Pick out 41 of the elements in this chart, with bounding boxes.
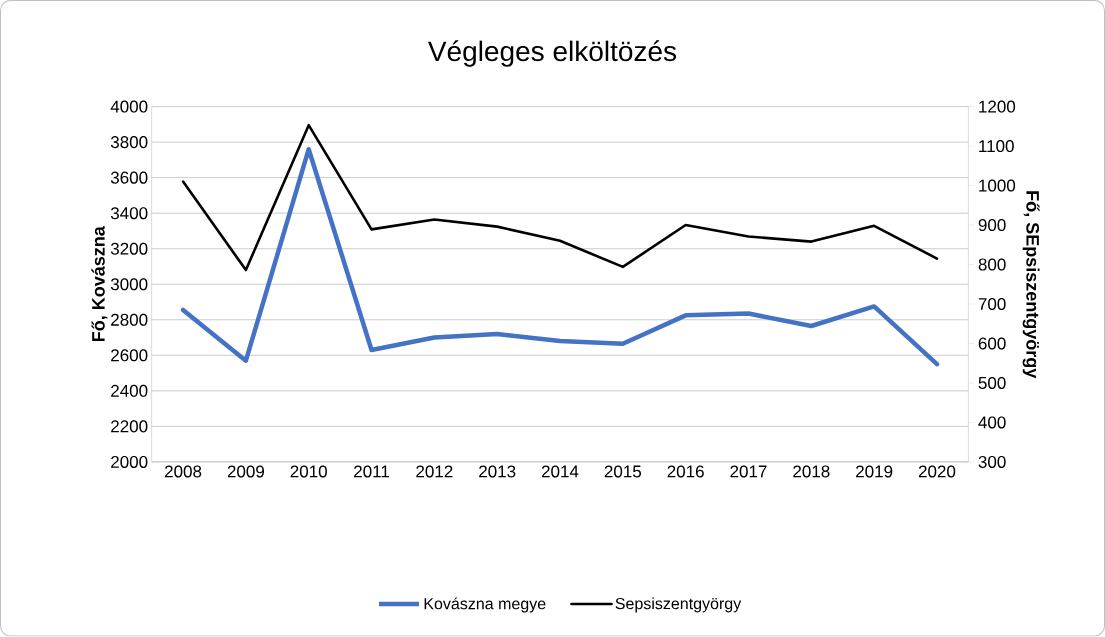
y2-tick-label: 1200 (979, 100, 1016, 113)
y2-tick-label: 500 (978, 377, 1006, 390)
x-tick-label: 2018 (793, 465, 830, 478)
chart-title: Végleges elköltözés (427, 40, 677, 67)
y-tick-label: 3600 (110, 171, 148, 184)
y-tick-label: 2200 (111, 420, 148, 433)
line-series (180, 147, 940, 367)
line-series (181, 124, 939, 272)
y-tick-label: 3200 (110, 242, 148, 255)
x-tick-label: 2011 (354, 465, 389, 478)
legend-label: Sepsiszentgyörgy (615, 597, 742, 613)
x-tick-label: 2013 (479, 465, 516, 478)
y2-tick-label: 1000 (979, 179, 1016, 192)
y2-tick-label: 600 (978, 337, 1006, 350)
y-tick-label: 2400 (111, 385, 148, 398)
y-tick-label: 4000 (110, 100, 148, 113)
y-tick-label: 2600 (111, 349, 148, 362)
x-tick-label: 2017 (730, 465, 767, 478)
x-tick-label: 2009 (227, 465, 264, 478)
y-tick-label: 2800 (111, 313, 148, 327)
y-tick-label: 3800 (110, 136, 148, 149)
y2-tick-label: 700 (978, 298, 1006, 311)
legend-label: Kovászna megye (424, 597, 546, 613)
x-tick-label: 2015 (604, 465, 642, 478)
x-tick-label: 2012 (416, 465, 453, 478)
y2-tick-label: 800 (978, 258, 1006, 271)
y2-axis-title: Fő, SEpsiszentgyörgy (1022, 191, 1040, 379)
y-axis-title: Fő, Kovászna (91, 226, 108, 342)
x-tick-label: 2019 (856, 465, 893, 478)
y2-tick-label: 900 (978, 219, 1006, 232)
x-tick-label: 2014 (541, 465, 579, 478)
x-tick-label: 2010 (290, 465, 327, 478)
y2-tick-label: 400 (978, 416, 1006, 429)
x-tick-label: 2008 (164, 465, 202, 478)
y2-tick-label: 1100 (979, 140, 1014, 153)
y-tick-label: 3400 (110, 207, 148, 220)
y-tick-label: 3000 (110, 278, 148, 291)
x-tick-label: 2020 (918, 465, 956, 478)
y2-tick-label: 300 (978, 456, 1006, 469)
x-tick-label: 2016 (667, 465, 704, 478)
y-tick-label: 2000 (111, 456, 148, 469)
